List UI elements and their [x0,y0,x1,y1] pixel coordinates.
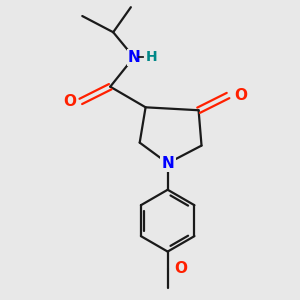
Text: O: O [63,94,76,109]
Text: N: N [161,156,174,171]
Text: N: N [128,50,140,65]
Text: O: O [234,88,247,103]
Text: O: O [174,261,187,276]
Text: H: H [146,50,158,64]
